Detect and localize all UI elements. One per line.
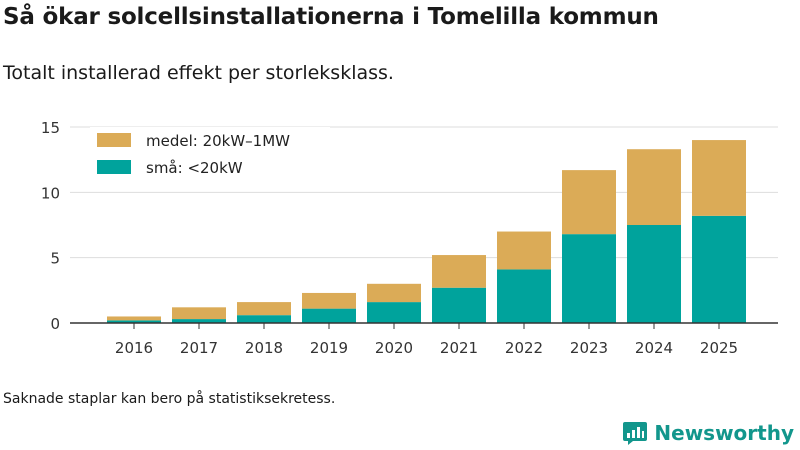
x-tick-label: 2017	[180, 339, 218, 357]
bar-medium	[692, 140, 746, 216]
x-tick-label: 2018	[245, 339, 283, 357]
x-tick-label: 2016	[115, 339, 153, 357]
footnote: Saknade staplar kan bero på statistiksek…	[3, 391, 336, 407]
bar-medium	[497, 231, 551, 270]
bar-medium	[627, 149, 681, 225]
bar-medium	[237, 302, 291, 316]
bar-small	[432, 287, 486, 323]
y-tick-label: 0	[50, 315, 60, 333]
legend-label-medium: medel: 20kW–1MW	[146, 132, 290, 150]
y-tick-label: 10	[41, 184, 60, 202]
bar-medium	[562, 170, 616, 235]
bar-medium	[107, 316, 161, 321]
bar-medium	[432, 255, 486, 288]
newsworthy-logo-icon	[623, 422, 648, 445]
brand-logo: Newsworthy	[622, 419, 794, 447]
bar-medium	[172, 307, 226, 320]
y-tick-label: 15	[41, 119, 60, 137]
bar-small	[562, 234, 616, 323]
bar-small	[497, 269, 551, 323]
chart-title: Så ökar solcellsinstallationerna i Tomel…	[3, 4, 659, 30]
bar-small	[107, 320, 161, 323]
brand-name: Newsworthy	[654, 421, 794, 445]
y-tick-label: 5	[50, 250, 60, 268]
bar-small	[237, 315, 291, 323]
bar-small	[172, 319, 226, 323]
stacked-bar-chart: 0 5 10 15 2016 2017 2018 2019 2020 2021 2022 2023 20…	[41, 119, 778, 357]
x-tick-label: 2023	[570, 339, 608, 357]
legend-swatch-small	[97, 160, 131, 174]
bar-small	[367, 302, 421, 323]
bar-medium	[367, 283, 421, 303]
x-tick-label: 2024	[635, 339, 673, 357]
x-tick-label: 2022	[505, 339, 543, 357]
legend-label-small: små: <20kW	[146, 159, 243, 177]
x-tick-label: 2025	[700, 339, 738, 357]
bar-small	[627, 225, 681, 323]
x-tick-label: 2021	[440, 339, 478, 357]
x-tick-label: 2019	[310, 339, 348, 357]
chart-subtitle: Totalt installerad effekt per storlekskl…	[3, 62, 394, 84]
bar-small	[692, 215, 746, 323]
x-tick-label: 2020	[375, 339, 413, 357]
bar-medium	[302, 292, 356, 309]
bar-small	[302, 308, 356, 323]
legend-swatch-medium	[97, 133, 131, 147]
